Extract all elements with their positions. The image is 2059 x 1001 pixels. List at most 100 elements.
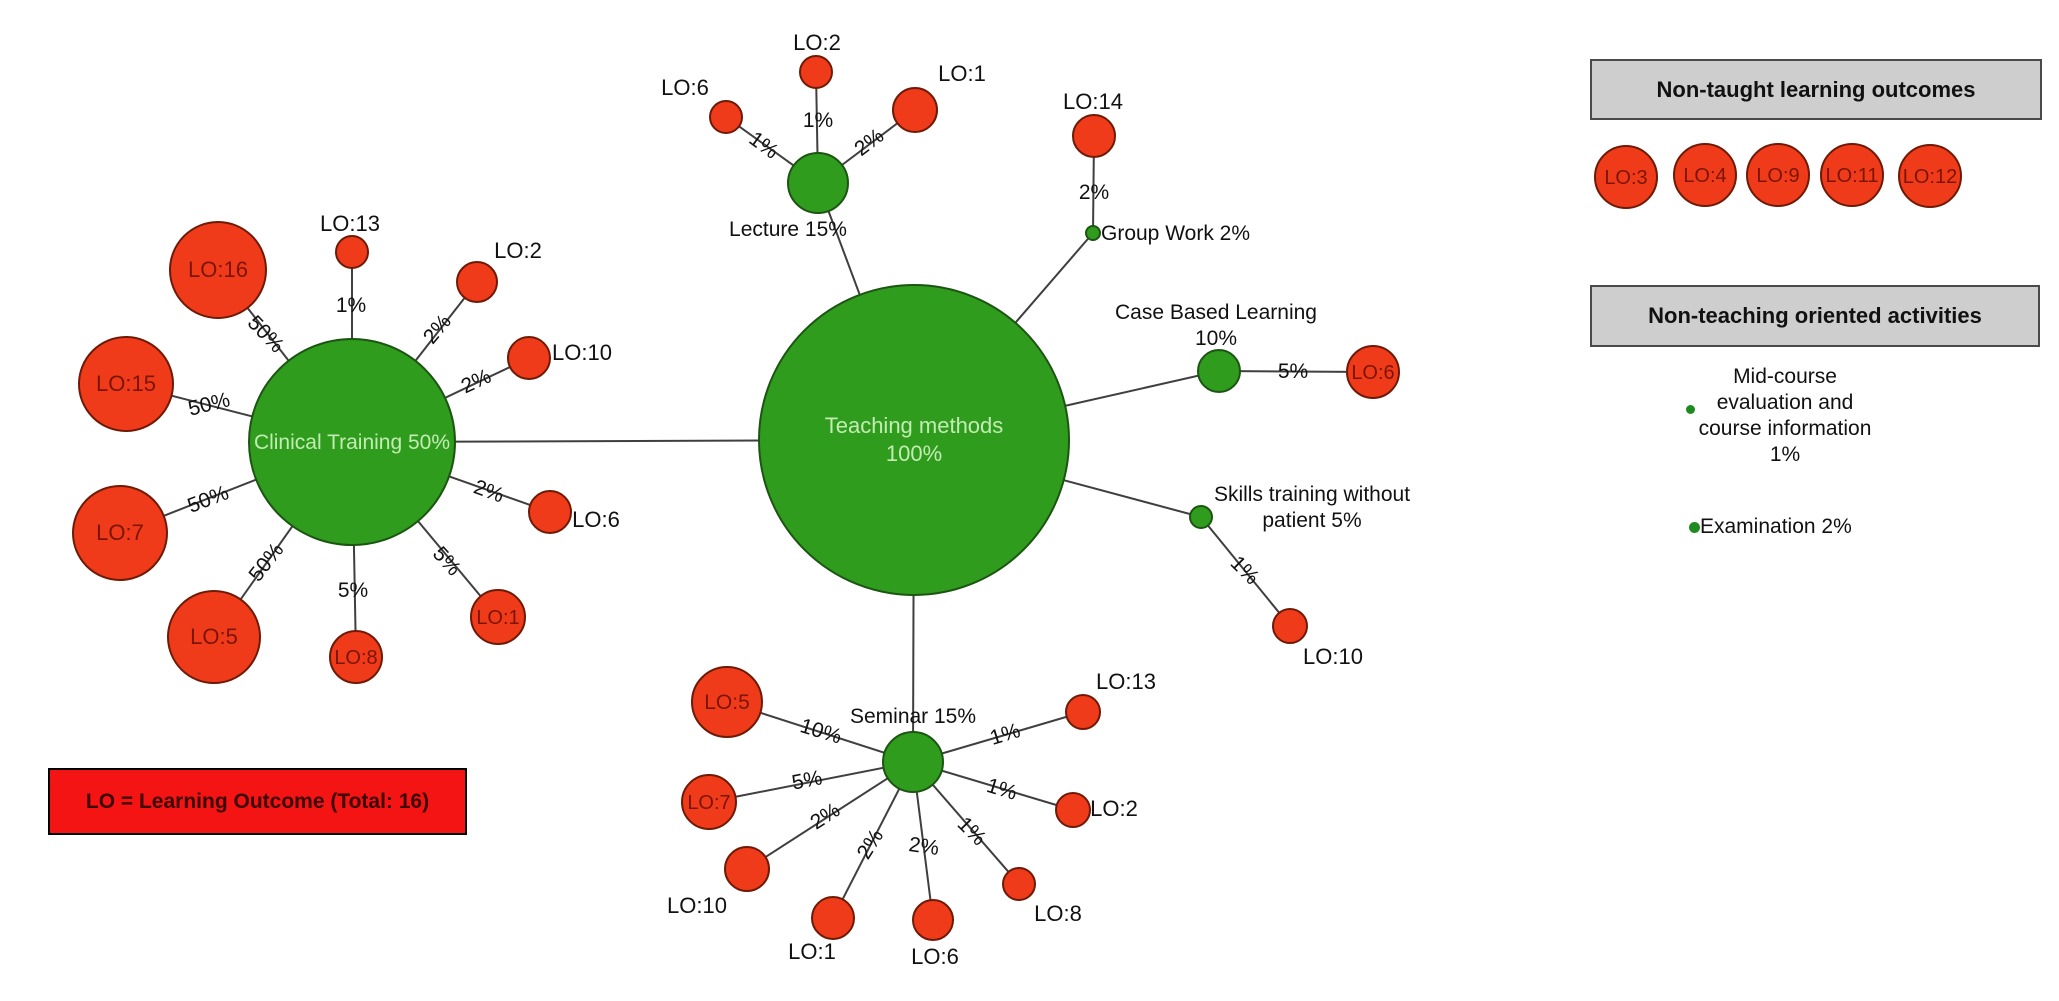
node-n9 <box>1746 143 1810 207</box>
node-c8 <box>329 630 383 684</box>
edge-label-seminar-s10s: 2% <box>806 799 844 835</box>
edge-label-seminar-s6: 2% <box>907 833 940 860</box>
node-label-l6: LO:6 <box>661 75 709 100</box>
node-label-s8: LO:8 <box>1034 901 1082 926</box>
node-c10 <box>507 336 551 380</box>
edge-label-clinical-c13: 1% <box>336 294 366 317</box>
edge-label-seminar-s7: 5% <box>790 766 824 794</box>
edge-label-lecture-l6: 1% <box>745 127 783 163</box>
node-label-c5: LO:5 <box>190 624 238 649</box>
node-label-teaching-line2: 100% <box>886 441 942 466</box>
node-c13 <box>335 235 369 269</box>
edge-seminar-s7 <box>708 761 914 803</box>
node-c2 <box>456 261 498 303</box>
node-label-c2: LO:2 <box>494 238 542 263</box>
mid-course-line-3: course information <box>1698 417 1872 440</box>
node-label-groupwork: Group Work 2% <box>1101 222 1250 245</box>
node-label-s5: LO:5 <box>704 691 750 714</box>
node-s10s <box>724 846 770 892</box>
node-s2 <box>1055 792 1091 828</box>
examination-label: Examination 2% <box>1700 515 1852 538</box>
edge-label-clinical-c15: 50% <box>186 388 232 420</box>
edge-skills-s10 <box>1200 516 1291 627</box>
node-c5 <box>167 590 261 684</box>
node-groupwork <box>1085 225 1101 241</box>
node-label-c10: LO:10 <box>552 340 612 365</box>
node-label-s7: LO:7 <box>687 792 730 814</box>
node-label-lecture: Lecture 15% <box>729 218 847 241</box>
edge-label-skills-s10: 1% <box>1226 551 1264 589</box>
node-label-s13: LO:13 <box>1096 669 1156 694</box>
node-label-n3: LO:3 <box>1604 167 1647 189</box>
node-label-l14: LO:14 <box>1063 89 1123 114</box>
lo-note-box: LO = Learning Outcome (Total: 16) <box>48 768 467 835</box>
edge-label-seminar-s13: 1% <box>987 719 1023 750</box>
node-label-cbl6: LO:6 <box>1351 362 1394 384</box>
node-label-skills-line2: patient 5% <box>1262 509 1361 532</box>
node-label-cbl-line2: 10% <box>1195 327 1237 350</box>
node-label-l2: LO:2 <box>793 30 841 55</box>
node-c16 <box>169 221 267 319</box>
node-label-c16: LO:16 <box>188 257 248 282</box>
node-label-c6: LO:6 <box>572 507 620 532</box>
mid-course-line-4: 1% <box>1769 443 1801 466</box>
node-label-n4: LO:4 <box>1683 165 1726 187</box>
edge-label-clinical-c7: 50% <box>184 481 231 518</box>
mid-course-dot-icon <box>1686 405 1695 414</box>
node-skills <box>1189 505 1213 529</box>
node-l14 <box>1072 114 1116 158</box>
node-s5 <box>691 666 763 738</box>
node-s8 <box>1002 867 1036 901</box>
node-label-s6: LO:6 <box>911 944 959 969</box>
node-c15 <box>78 336 174 432</box>
node-cbl <box>1197 349 1241 393</box>
node-s10 <box>1272 608 1308 644</box>
non-teaching-header-title: Non-teaching oriented activities <box>1648 303 1982 328</box>
node-label-teaching-line1: Teaching methods <box>825 413 1004 438</box>
node-s6 <box>912 899 954 941</box>
edge-seminar-s10s <box>746 761 914 870</box>
node-label-l1: LO:1 <box>938 61 986 86</box>
node-n12 <box>1898 144 1962 208</box>
mid-course-line-2: evaluation and <box>1716 391 1854 414</box>
node-teaching <box>758 284 1070 596</box>
examination-dot-icon <box>1689 521 1700 533</box>
node-n3 <box>1594 145 1658 209</box>
non-taught-header-title: Non-taught learning outcomes <box>1656 76 1976 102</box>
edge-label-cbl-cbl6: 5% <box>1278 360 1308 383</box>
node-cbl6 <box>1346 345 1400 399</box>
node-label-clinical: Clinical Training 50% <box>254 431 450 454</box>
non-taught-header-box: Non-taught learning outcomes <box>1590 59 2042 120</box>
edge-label-clinical-c1: 5% <box>428 542 465 580</box>
node-label-c7: LO:7 <box>96 520 144 545</box>
lo-note-text: LO = Learning Outcome (Total: 16) <box>85 789 430 813</box>
node-l6 <box>709 100 743 134</box>
node-s1 <box>811 896 855 940</box>
edge-label-clinical-c8: 5% <box>338 579 368 602</box>
node-label-c15: LO:15 <box>96 371 156 396</box>
node-label-c8: LO:8 <box>334 647 377 669</box>
node-clinical <box>248 338 456 546</box>
node-c6 <box>528 490 572 534</box>
node-n4 <box>1673 143 1737 207</box>
edge-label-seminar-s5: 10% <box>797 714 844 748</box>
node-label-s2: LO:2 <box>1090 796 1138 821</box>
node-seminar <box>882 731 944 793</box>
node-label-cbl-line1: Case Based Learning <box>1115 301 1317 324</box>
mid-course-line-1: Mid-course <box>1733 365 1837 388</box>
node-s13 <box>1065 694 1101 730</box>
edge-label-seminar-s1: 2% <box>853 825 889 863</box>
node-label-s1: LO:1 <box>788 939 836 964</box>
examination-legend-item: Examination 2% <box>1689 515 1852 538</box>
non-teaching-header-box: Non-teaching oriented activities <box>1590 285 2040 347</box>
node-label-n11: LO:11 <box>1826 165 1879 187</box>
node-lecture <box>787 152 849 214</box>
node-label-n12: LO:12 <box>1903 166 1957 188</box>
node-label-n9: LO:9 <box>1756 165 1799 187</box>
node-label-c1: LO:1 <box>476 607 519 629</box>
node-l2 <box>799 55 833 89</box>
edge-label-groupwork-l14: 2% <box>1079 181 1109 204</box>
edge-label-lecture-l2: 1% <box>803 109 833 132</box>
